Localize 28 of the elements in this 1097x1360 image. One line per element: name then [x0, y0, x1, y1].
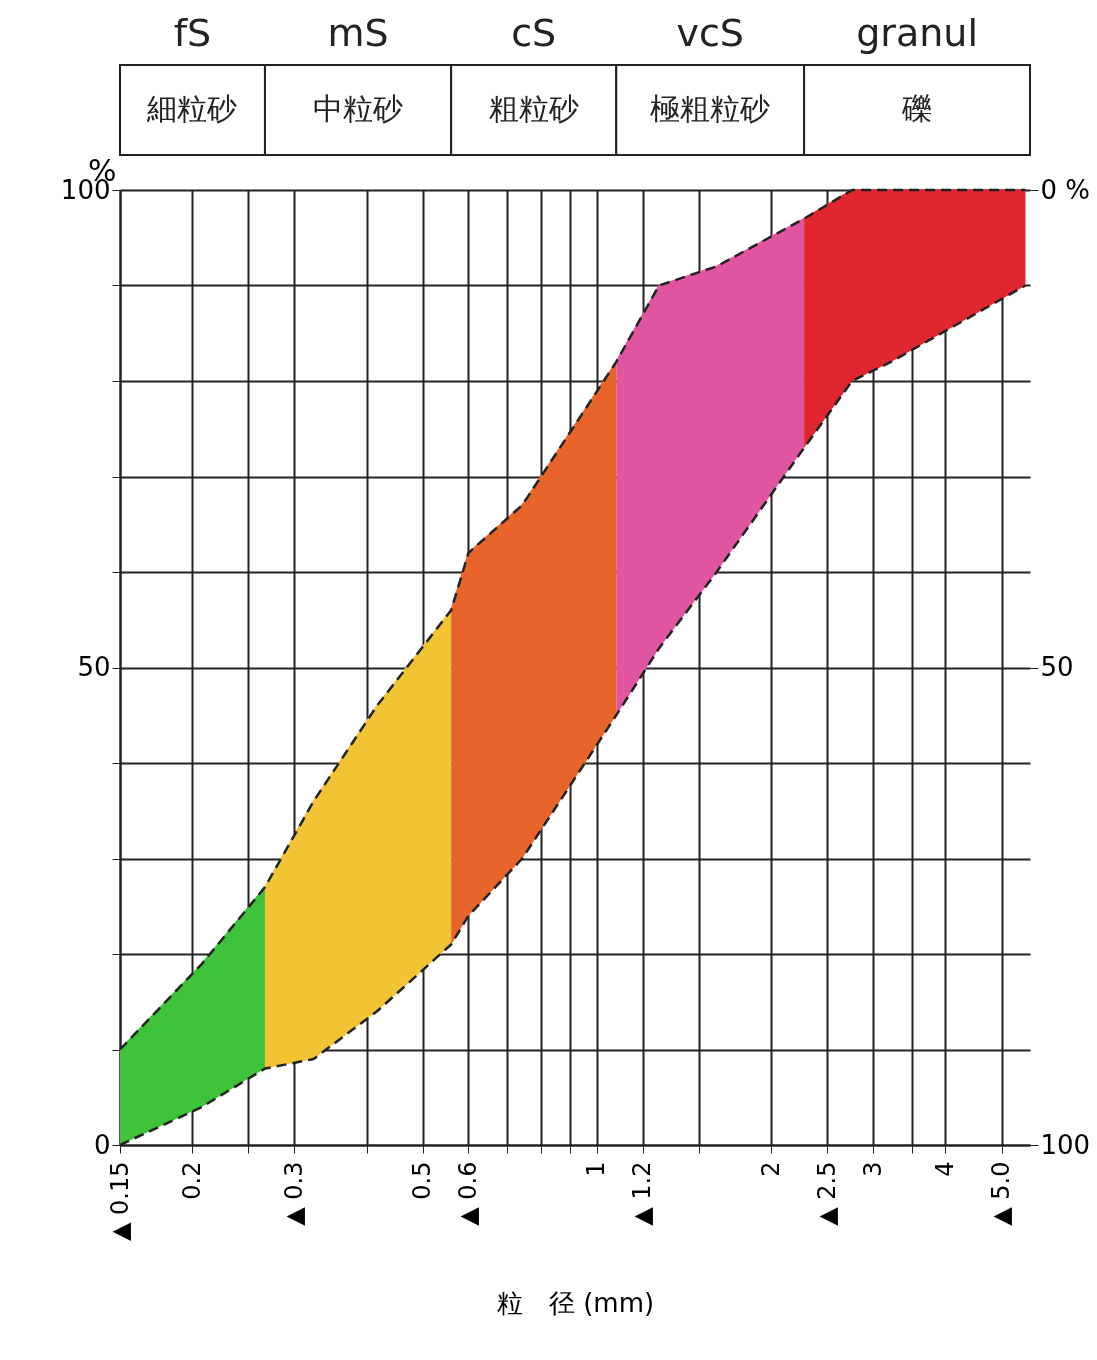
x-tick-label: 4	[930, 1161, 959, 1177]
y2-tick-label: 100	[1040, 1129, 1091, 1160]
text: 極粗粒砂	[650, 91, 771, 126]
text: 粗粒砂	[488, 91, 579, 126]
x-tick-label: 2	[756, 1161, 785, 1177]
text: granul	[856, 11, 978, 55]
y2-tick-label: 50	[1040, 652, 1074, 682]
x-tick-label: ▲ 1.2	[628, 1161, 657, 1226]
x-tick-label: 1	[582, 1161, 611, 1177]
x-tick-label: 3	[858, 1161, 887, 1177]
x-tick-label: ▲ 0.3	[279, 1161, 308, 1226]
x-tick-label: 0.2	[177, 1161, 206, 1200]
x-tick-label: 0.5	[408, 1161, 437, 1200]
x-tick-label: ▲ 0.6	[454, 1161, 482, 1226]
text: vcS	[676, 11, 744, 55]
x-tick-label: ▲ 0.15	[105, 1161, 134, 1242]
text: fS	[173, 11, 212, 55]
text: 礫	[901, 91, 933, 126]
y-tick-label: 50	[77, 652, 111, 682]
y2-tick-label: 0 %	[1040, 174, 1091, 205]
text: mS	[327, 11, 389, 55]
x-axis-title: 粒 径 (mm)	[496, 1288, 655, 1319]
text: 細粒砂	[146, 91, 238, 126]
text: cS	[511, 11, 557, 55]
x-tick-label: ▲ 5.0	[987, 1161, 1016, 1226]
x-tick-label: ▲ 2.5	[812, 1161, 841, 1226]
text: 中粒砂	[313, 91, 404, 126]
y-tick-label: 0	[93, 1129, 111, 1160]
